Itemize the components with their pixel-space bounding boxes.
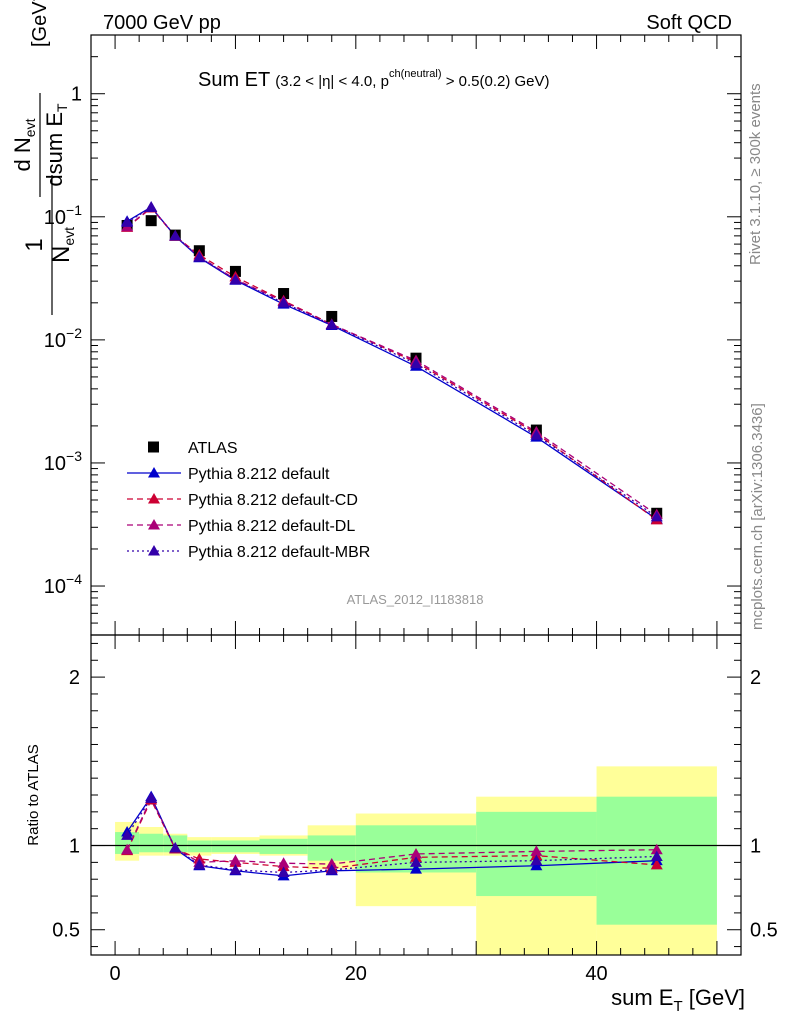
ratio-ytick-label-left: 1 — [69, 836, 80, 858]
ratio-point-dl — [121, 843, 134, 855]
mc-point-mbr — [277, 296, 290, 308]
legend-marker-mbr — [148, 545, 160, 556]
ratio-point-cd — [650, 858, 663, 870]
ratio-point-mbr — [530, 854, 543, 866]
header-right: Soft QCD — [646, 12, 732, 34]
y-axis-title: 1 Nevt d Nevt dsum ET [GeV-1] — [10, 0, 77, 263]
legend-entry-dl: Pythia 8.212 default-DL — [127, 518, 355, 535]
main-ytick-labels: 10−4 10−3 10−2 10−1 1 — [44, 84, 82, 598]
mc-point-mbr — [325, 318, 338, 330]
series-line-cd — [126, 207, 658, 521]
ratio-point-mbr — [325, 863, 338, 875]
ratio-axis-ticks — [91, 635, 741, 955]
main-series — [121, 201, 663, 525]
ratio-point-dl — [410, 847, 422, 859]
legend: ATLAS Pythia 8.212 default Pythia 8.212 de… — [127, 440, 370, 561]
legend-entry-cd: Pythia 8.212 default-CD — [127, 492, 358, 509]
mc-point-mbr — [121, 216, 134, 227]
mc-point-mbr — [193, 251, 206, 262]
ratio-ytick-label-right: 1 — [750, 836, 761, 858]
mcplots-label: mcplots.cern.ch [arXiv:1306.3436] — [749, 403, 766, 630]
x-axis-title: sum ET [GeV] — [611, 985, 745, 1015]
ratio-band-inner — [307, 835, 356, 861]
ratio-point-dl — [530, 845, 543, 856]
ratio-frame — [90, 634, 742, 956]
ratio-band-inner — [211, 840, 260, 853]
ratio-ytick-label-left: 2 — [69, 667, 80, 689]
main-panel: 10−4 10−3 10−2 10−1 1 ATLAS_2012_I1183818 — [44, 34, 742, 636]
data-point-data — [145, 215, 157, 227]
analysis-id: ATLAS_2012_I1183818 — [347, 592, 484, 607]
legend-label-default: Pythia 8.212 default — [188, 466, 330, 483]
ratio-point-mbr — [145, 792, 158, 803]
legend-entry-mbr: Pythia 8.212 default-MBR — [127, 544, 370, 561]
legend-label-data: ATLAS — [188, 440, 238, 457]
mc-point-mbr — [530, 429, 543, 440]
data-point-data — [278, 288, 290, 300]
mc-point-mbr — [145, 201, 158, 212]
series-line-dl — [126, 206, 658, 516]
legend-marker-data — [148, 441, 159, 453]
ratio-point-dl — [325, 858, 338, 869]
ratio-y-label: Ratio to ATLAS — [25, 744, 42, 845]
mc-point-mbr — [410, 357, 422, 369]
main-axis-ticks — [91, 34, 741, 636]
ratio-band-inner — [259, 838, 308, 854]
legend-marker-cd — [148, 493, 160, 504]
y-axis-frac-den-n: Nevt — [48, 227, 77, 263]
ratio-xtick-label: 40 — [585, 963, 607, 985]
y-axis-unit: [GeV-1] — [26, 0, 51, 47]
ratio-point-mbr — [650, 850, 663, 861]
ratio-tick-labels: 0.5 0.51 12 20 20 40 — [52, 667, 778, 985]
legend-entry-data: ATLAS — [148, 440, 238, 457]
ratio-point-mbr — [169, 842, 182, 853]
ratio-band-inner — [139, 833, 164, 853]
ratio-series — [121, 790, 663, 881]
ratio-point-mbr — [121, 829, 134, 840]
y-axis-frac-num: d Nevt — [10, 118, 38, 171]
ratio-point-mbr — [229, 863, 242, 875]
legend-marker-default — [148, 467, 160, 478]
main-ytick-label: 1 — [71, 84, 82, 106]
ratio-point-dl — [229, 854, 242, 866]
ratio-point-mbr — [193, 858, 206, 870]
y-axis-frac-num-one: 1 — [21, 238, 48, 251]
ratio-line-mbr — [126, 797, 657, 874]
legend-marker-dl — [148, 519, 160, 530]
mc-point-mbr — [650, 510, 663, 522]
main-ytick-label: 10−4 — [44, 571, 82, 598]
main-ytick-label: 10−3 — [44, 448, 82, 475]
ratio-ytick-label-left: 0.5 — [52, 920, 80, 942]
series-line-mbr — [126, 206, 658, 518]
header-left: 7000 GeV pp — [103, 12, 221, 34]
data-point-data — [326, 310, 338, 322]
plot-title: Sum ET (3.2 < |η| < 4.0, pch(neutral) > 0… — [198, 68, 550, 91]
ratio-bands — [115, 766, 717, 955]
ratio-point-dl — [277, 857, 290, 868]
ratio-band-inner — [187, 840, 212, 853]
mc-point-mbr — [229, 273, 242, 285]
ratio-ytick-label-right: 2 — [750, 667, 761, 689]
ratio-xtick-label: 20 — [345, 963, 367, 985]
legend-label-dl: Pythia 8.212 default-DL — [188, 518, 355, 535]
y-axis-frac-den: dsum ET — [42, 103, 70, 187]
ratio-point-dl — [650, 843, 663, 855]
ratio-point-mbr — [277, 866, 290, 877]
ratio-point-default — [410, 863, 422, 874]
legend-label-mbr: Pythia 8.212 default-MBR — [188, 544, 370, 561]
legend-label-cd: Pythia 8.212 default-CD — [188, 492, 358, 509]
ratio-point-mbr — [410, 856, 422, 867]
main-ytick-label: 10−2 — [44, 325, 82, 352]
mc-point-mbr — [169, 229, 182, 241]
ratio-panel: Ratio to ATLAS 0.5 0.51 12 20 20 40 — [25, 634, 778, 985]
ratio-ytick-label-right: 0.5 — [750, 920, 778, 942]
rivet-label: Rivet 3.1.10, ≥ 300k events — [747, 83, 764, 265]
ratio-xtick-label: 0 — [110, 963, 121, 985]
legend-entry-default: Pythia 8.212 default — [127, 466, 330, 483]
main-ytick-label: 10−1 — [44, 202, 82, 229]
